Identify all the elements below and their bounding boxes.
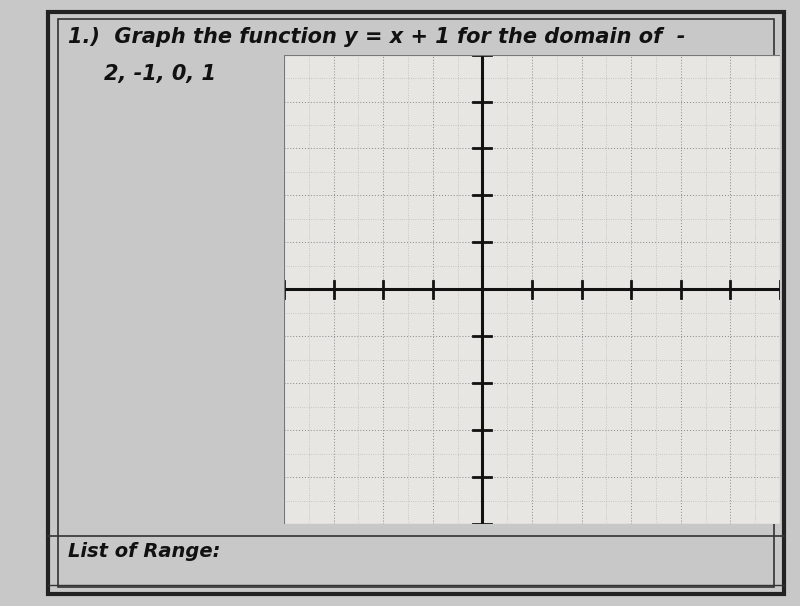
Text: List of Range:: List of Range:	[68, 542, 220, 561]
Text: 2, -1, 0, 1: 2, -1, 0, 1	[104, 64, 216, 84]
Text: 1.)  Graph the function y = x + 1 for the domain of  -: 1.) Graph the function y = x + 1 for the…	[68, 27, 686, 47]
